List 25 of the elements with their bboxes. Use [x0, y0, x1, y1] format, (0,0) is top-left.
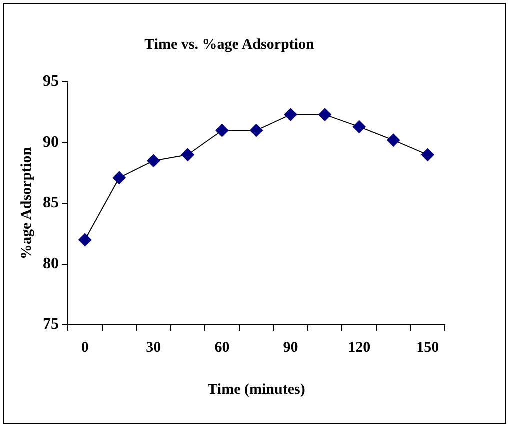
y-tick-label: 90	[43, 134, 59, 151]
y-tick-label: 80	[43, 255, 59, 272]
point	[78, 233, 92, 246]
point	[421, 148, 434, 162]
x-axis-title: Time (minutes)	[208, 382, 306, 398]
point	[112, 171, 126, 184]
x-tick-label: 150	[416, 340, 440, 356]
point	[387, 134, 400, 147]
x-tick-label: 0	[81, 340, 89, 356]
y-tick-label: 75	[43, 316, 59, 334]
chart-title: Time vs. %age Adsorption	[144, 36, 316, 53]
point	[250, 124, 263, 138]
y-tick-label: 95	[43, 73, 59, 90]
point	[181, 148, 194, 162]
x-tick-label: 60	[214, 340, 230, 356]
point	[147, 154, 160, 168]
y-tick-label: 85	[43, 194, 59, 212]
x-tick-label: 120	[348, 340, 371, 356]
y-axis-title: %age Adsorption	[18, 146, 35, 260]
x-tick-label: 90	[283, 340, 298, 356]
x-tick-label: 30	[146, 340, 162, 356]
point	[318, 108, 332, 122]
point	[284, 108, 298, 122]
point	[352, 120, 366, 134]
point	[216, 124, 229, 138]
